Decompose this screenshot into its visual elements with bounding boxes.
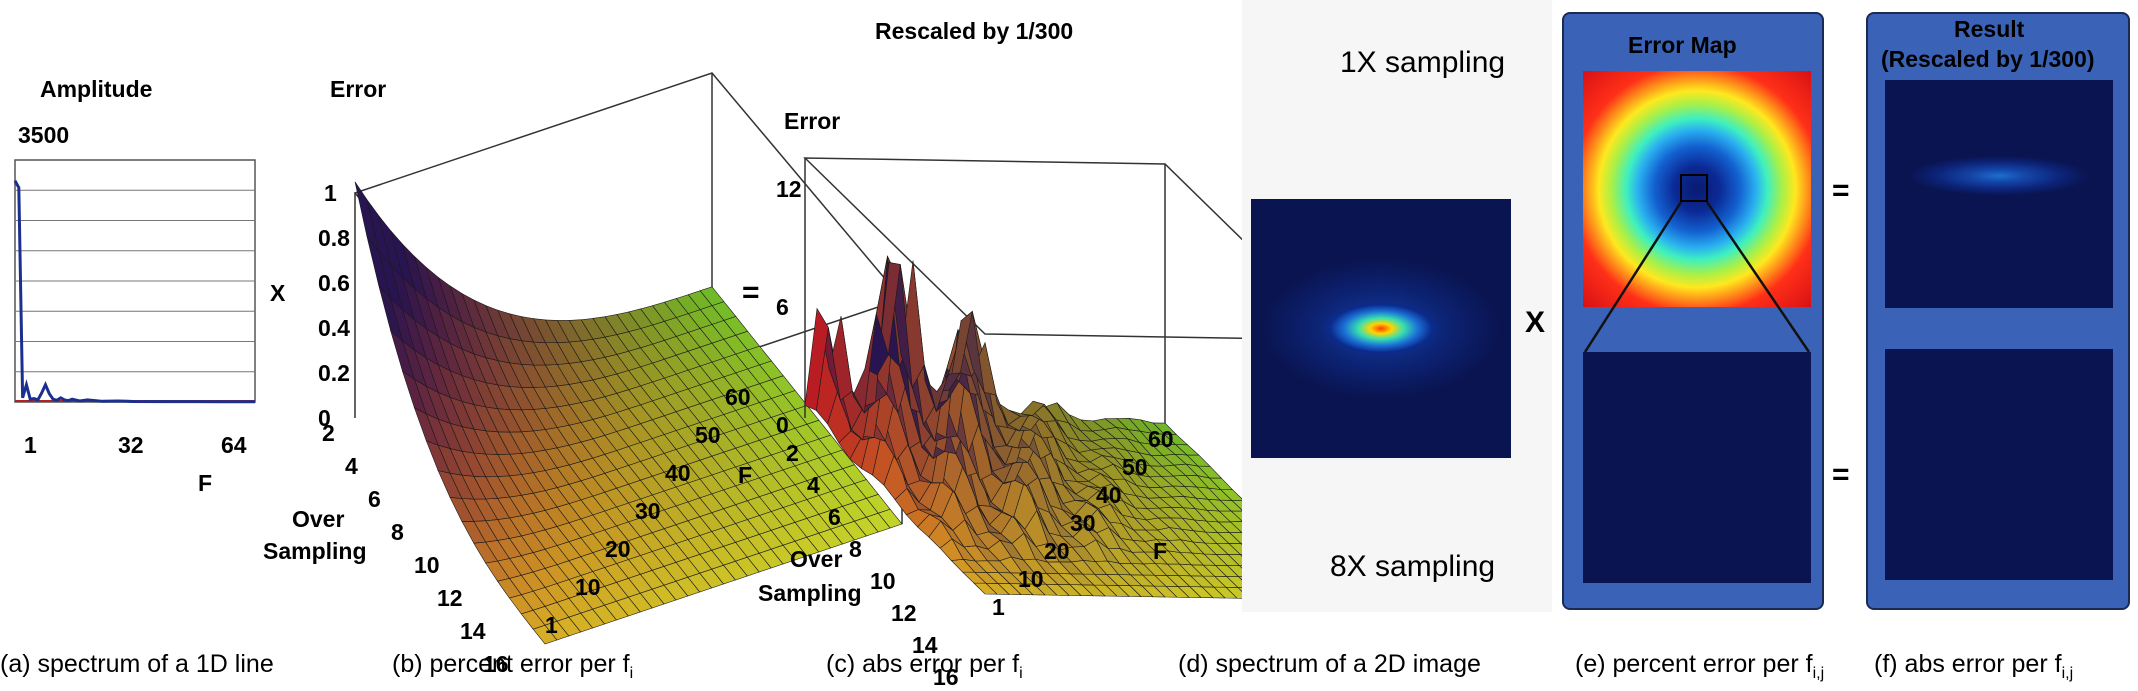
panel-a-xtick-1: 1 bbox=[24, 432, 37, 458]
panel-c-os-tick: 8 bbox=[849, 536, 862, 562]
panel-b-surface-cell bbox=[354, 181, 380, 252]
panel-b-f-tick: 20 bbox=[605, 536, 631, 562]
panel-b-z-tick: 0.2 bbox=[318, 360, 350, 386]
panel-b-f-tick: 30 bbox=[635, 498, 661, 524]
panel-c-top-label: Rescaled by 1/300 bbox=[875, 18, 1074, 44]
panel-c-f-tick: 40 bbox=[1096, 482, 1122, 508]
panel-c-f-label: F bbox=[1153, 538, 1168, 564]
zoom-line-right bbox=[1705, 201, 1811, 353]
panel-e-title: Error Map bbox=[1628, 32, 1737, 58]
panel-b-os-tick: 8 bbox=[391, 519, 404, 545]
panel-b-f-tick: 10 bbox=[575, 574, 601, 600]
panel-b-os-tick: 12 bbox=[437, 585, 463, 611]
panel-b-z-tick: 1 bbox=[324, 180, 337, 206]
panel-c-os-label-1: Over bbox=[790, 546, 843, 572]
panel-c-os-tick: 14 bbox=[912, 632, 938, 658]
panel-c-f-tick: 10 bbox=[1018, 566, 1044, 592]
panel-c-f-tick: 30 bbox=[1070, 510, 1096, 536]
panel-b-z-tick: 0.8 bbox=[318, 225, 350, 251]
panel-b-os-tick: 16 bbox=[483, 651, 509, 677]
panel-d-bottom-label: 8X sampling bbox=[1330, 550, 1496, 583]
result-zoom-image bbox=[1885, 349, 2113, 580]
panel-b-f-tick: 1 bbox=[545, 612, 558, 638]
multiply-operator-de: X bbox=[1525, 306, 1546, 339]
panel-c-f-tick: 20 bbox=[1044, 538, 1070, 564]
panel-b-f-tick: 60 bbox=[725, 384, 751, 410]
panel-d-top-label: 1X sampling bbox=[1340, 46, 1506, 79]
caption-b: (b) percent error per fi bbox=[392, 650, 634, 682]
panel-c-os-tick: 2 bbox=[786, 440, 799, 466]
equals-operator-bc: = bbox=[742, 276, 760, 309]
zoom-square bbox=[1680, 174, 1708, 202]
panel-b-os-tick: 2 bbox=[322, 420, 335, 446]
panel-c-f-tick: 50 bbox=[1122, 454, 1148, 480]
panel-b-os-label-1: Over bbox=[292, 506, 345, 532]
panel-b-os-label-2: Sampling bbox=[263, 538, 367, 564]
panel-c-os-tick: 4 bbox=[807, 472, 820, 498]
panel-c-os-tick: 10 bbox=[870, 568, 896, 594]
equals-operator-ef-lower: = bbox=[1832, 458, 1850, 491]
panel-c-f-tick: 60 bbox=[1148, 426, 1174, 452]
panel-c-zlabel: Error bbox=[784, 108, 841, 134]
panel-b-f-label: F bbox=[738, 462, 753, 488]
caption-c: (c) abs error per fi bbox=[826, 650, 1023, 682]
spectrum-image-2d bbox=[1251, 199, 1511, 458]
panel-b-os-tick: 14 bbox=[460, 618, 486, 644]
panel-f-title-1: Result bbox=[1954, 16, 2025, 42]
panel-b-x-marker: X bbox=[270, 280, 286, 306]
panel-c-z-tick: 12 bbox=[776, 176, 802, 202]
panel-c-os-tick: 16 bbox=[933, 664, 959, 690]
caption-f: (f) abs error per fi,j bbox=[1874, 650, 2074, 682]
panel-b-z-tick: 0.4 bbox=[318, 315, 350, 341]
panel-b-os-tick: 4 bbox=[345, 453, 358, 479]
error-map-image bbox=[1583, 71, 1811, 307]
caption-d: (d) spectrum of a 2D image bbox=[1178, 650, 1481, 678]
panel-b-f-tick: 40 bbox=[665, 460, 691, 486]
error-map-zoom-image bbox=[1583, 352, 1811, 583]
panel-c-z-tick: 6 bbox=[776, 294, 789, 320]
panel-b-os-tick: 6 bbox=[368, 486, 381, 512]
panel-b-f-tick: 50 bbox=[695, 422, 721, 448]
panel-a-xtick-64: 64 bbox=[221, 432, 247, 458]
panel-c-os-tick: 12 bbox=[891, 600, 917, 626]
panel-c-z-tick: 0 bbox=[776, 412, 789, 438]
equals-operator-ef-upper: = bbox=[1832, 174, 1850, 207]
panel-c-surface-cell bbox=[804, 307, 829, 411]
panel-a-xtick-32: 32 bbox=[118, 432, 144, 458]
panel-c-os-label-2: Sampling bbox=[758, 580, 862, 606]
caption-a: (a) spectrum of a 1D line bbox=[0, 650, 274, 678]
panel-a-title: Amplitude bbox=[40, 76, 153, 102]
panel-a-spectrum-line bbox=[13, 180, 256, 404]
panel-c-f-tick: 1 bbox=[992, 594, 1005, 620]
zoom-line-left bbox=[1583, 201, 1683, 353]
caption-e: (e) percent error per fi,j bbox=[1575, 650, 1825, 682]
panel-b-os-tick: 10 bbox=[414, 552, 440, 578]
panel-b-z-tick: 0.6 bbox=[318, 270, 350, 296]
panel-a-xlabel: F bbox=[198, 470, 213, 496]
panel-b-zlabel: Error bbox=[330, 76, 387, 102]
panel-f-title-2: (Rescaled by 1/300) bbox=[1881, 46, 2095, 72]
panel-c-os-tick: 6 bbox=[828, 504, 841, 530]
panel-a-ymax-label: 3500 bbox=[18, 122, 70, 148]
panel-b-z-tick: 0 bbox=[318, 405, 331, 431]
result-image bbox=[1885, 80, 2113, 308]
